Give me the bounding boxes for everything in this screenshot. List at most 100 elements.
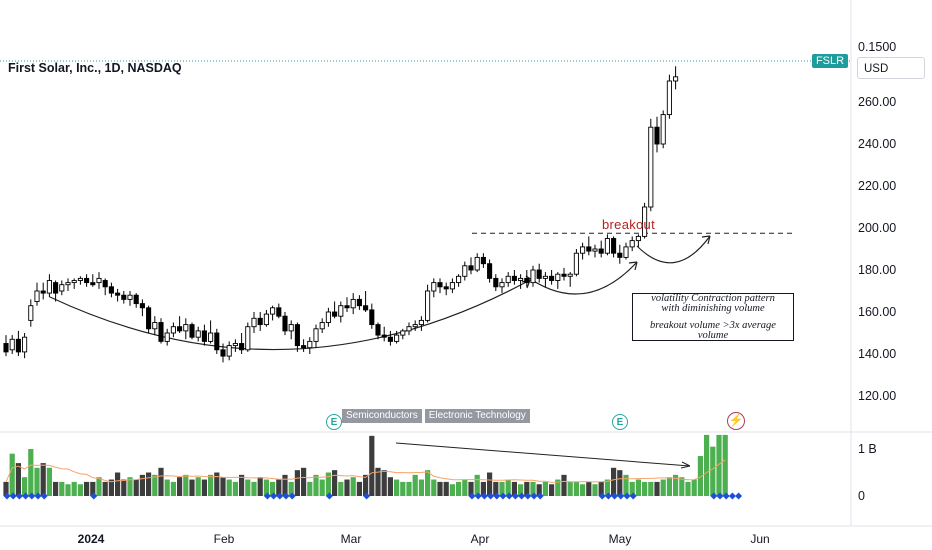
candle-body — [573, 252, 579, 275]
candle-body — [567, 273, 573, 277]
volume-bar — [468, 481, 474, 496]
cup-base-curve — [49, 279, 531, 351]
volume-bar — [226, 479, 232, 496]
volume-bar — [251, 481, 257, 496]
volume-bar — [629, 481, 635, 496]
price-tick-label: 240.00 — [858, 137, 896, 151]
vcp-arrowhead-1 — [628, 261, 638, 271]
candle-body — [586, 246, 592, 252]
candle-body — [474, 256, 480, 271]
earnings-icon[interactable]: E — [326, 414, 342, 430]
volume-bar — [487, 472, 493, 496]
volume-bar — [555, 479, 561, 496]
volume-bar — [332, 470, 338, 496]
candle-body — [511, 275, 517, 281]
volume-bar — [648, 481, 654, 496]
signal-marker — [623, 492, 631, 500]
candle-body — [381, 334, 387, 338]
candle-body — [22, 336, 28, 353]
volume-bar — [177, 477, 183, 496]
volume-bar — [691, 479, 697, 496]
volume-bar — [400, 481, 406, 496]
volume-bar — [623, 474, 629, 496]
volume-bar — [431, 479, 437, 496]
volume-bar — [208, 474, 214, 496]
volume-bar — [425, 470, 431, 496]
candle-body — [542, 275, 548, 279]
volume-trend-arrowhead — [680, 461, 691, 469]
volume-bars — [3, 434, 728, 496]
candle-body — [139, 303, 145, 309]
candle-body — [77, 277, 83, 281]
candle-body — [518, 277, 524, 281]
signal-markers — [3, 492, 743, 500]
signal-marker — [716, 492, 724, 500]
volume-bar — [654, 481, 660, 496]
candle-body — [325, 311, 331, 323]
volume-bar — [183, 474, 189, 496]
candle-body — [28, 305, 34, 321]
candle-body — [598, 248, 604, 254]
candle-body — [611, 238, 617, 254]
signal-marker — [722, 492, 730, 500]
time-axis-label: May — [609, 532, 632, 546]
volume-ma-line — [5, 459, 726, 483]
signal-marker — [499, 492, 507, 500]
signal-marker — [363, 492, 371, 500]
volume-bar — [127, 477, 133, 496]
volume-bar — [363, 474, 369, 496]
price-tick-label: 260.00 — [858, 95, 896, 109]
signal-marker — [530, 492, 538, 500]
signal-marker — [629, 492, 637, 500]
ticker-badge: FSLR — [812, 54, 848, 68]
volume-bar — [282, 474, 288, 496]
volume-bar — [3, 481, 9, 496]
candle-body — [177, 326, 183, 332]
volume-bar — [375, 467, 381, 496]
volume-bar — [673, 474, 679, 496]
tag-industry[interactable]: Electronic Technology — [424, 409, 530, 423]
tag-sector[interactable]: Semiconductors — [342, 409, 422, 423]
volume-bar — [617, 470, 623, 496]
volume-bar — [40, 463, 46, 496]
volume-bar — [313, 474, 319, 496]
earnings-icon[interactable]: E — [612, 414, 628, 430]
signal-marker — [493, 492, 501, 500]
signal-marker — [617, 492, 625, 500]
signal-marker — [710, 492, 718, 500]
candle-body — [660, 114, 666, 145]
candle-body — [245, 326, 251, 351]
sector-tags: Semiconductors Electronic Technology — [342, 409, 530, 423]
candle-body — [468, 265, 474, 271]
chart-title: First Solar, Inc., 1D, NASDAQ — [8, 61, 182, 75]
signal-marker — [598, 492, 606, 500]
currency-selector[interactable]: USD — [857, 57, 925, 79]
volume-bar — [214, 472, 220, 496]
volume-bar — [722, 434, 728, 496]
volume-bar — [164, 479, 170, 496]
signal-marker — [3, 492, 11, 500]
candle-body — [15, 338, 21, 353]
candle-body — [263, 313, 269, 326]
candle-body — [642, 206, 648, 237]
volume-bar — [294, 470, 300, 496]
signal-marker — [480, 492, 488, 500]
lightning-icon[interactable]: ⚡ — [727, 412, 745, 430]
candle-body — [65, 282, 71, 286]
volume-bar — [642, 481, 648, 496]
signal-marker — [270, 492, 278, 500]
volume-bar — [53, 481, 59, 496]
candle-body — [369, 309, 375, 326]
volume-bar — [288, 481, 294, 496]
candle-body — [629, 240, 635, 248]
price-tick-label: 200.00 — [858, 221, 896, 235]
candle-body — [480, 256, 486, 265]
candle-body — [288, 324, 294, 332]
candle-body — [356, 298, 362, 307]
price-tick-label: 160.00 — [858, 305, 896, 319]
candle-body — [282, 315, 288, 332]
volume-bar — [679, 477, 685, 496]
candle-body — [418, 319, 424, 326]
volume-bar — [108, 479, 114, 496]
